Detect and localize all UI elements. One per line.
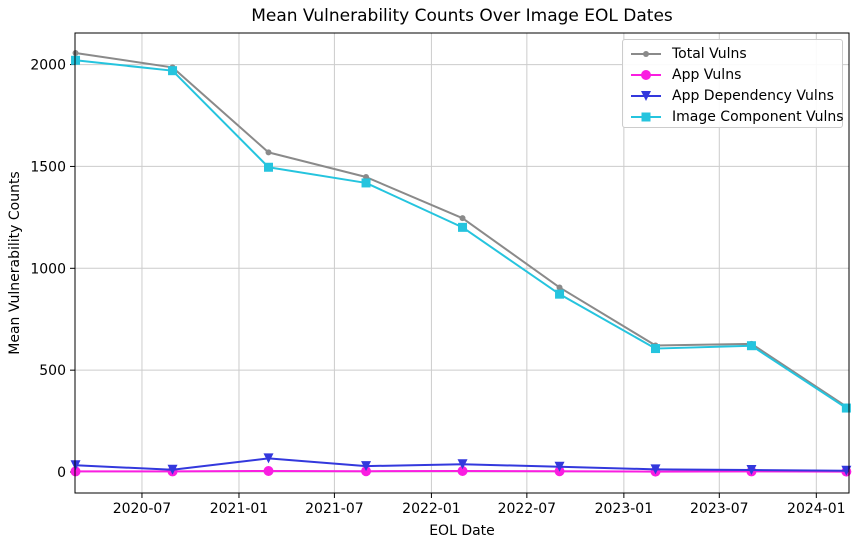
app-vulns-line-icon <box>631 69 661 80</box>
x-tick-label: 2022-01 <box>402 501 461 517</box>
legend-label: App Dependency Vulns <box>672 87 834 104</box>
total-vulns-line-icon <box>631 50 661 57</box>
image-component-vulns-line-icon <box>631 112 661 121</box>
x-tick-label: 2023-01 <box>595 501 654 517</box>
app-dependency-vulns-line-icon <box>631 90 661 101</box>
legend-item-image-component-vulns: Image Component Vulns <box>630 106 844 127</box>
x-axis-label: EOL Date <box>429 523 495 539</box>
legend: Total Vulns App Vulns App Dependency Vul… <box>622 39 844 128</box>
legend-item-app-dependency-vulns: App Dependency Vulns <box>630 85 842 106</box>
y-axis-label: Mean Vulnerability Counts <box>7 171 23 355</box>
legend-label: Image Component Vulns <box>672 108 844 125</box>
y-tick-label: 0 <box>57 465 66 481</box>
x-tick-label: 2022-07 <box>498 501 557 517</box>
series-image-component-vulns <box>71 55 851 413</box>
y-tick-label: 500 <box>39 363 66 379</box>
y-tick-label: 1000 <box>30 261 66 277</box>
legend-label: Total Vulns <box>672 45 747 62</box>
x-tick-label: 2020-07 <box>113 501 172 517</box>
legend-item-app-vulns: App Vulns <box>630 64 842 85</box>
y-tick-label: 1500 <box>30 159 66 175</box>
chart-title: Mean Vulnerability Counts Over Image EOL… <box>251 6 673 26</box>
legend-item-total-vulns: Total Vulns <box>630 43 842 64</box>
x-tick-label: 2021-07 <box>305 501 364 517</box>
x-tick-label: 2021-01 <box>210 501 269 517</box>
legend-label: App Vulns <box>672 66 742 83</box>
x-tick-label: 2024-01 <box>787 501 846 517</box>
x-tick-label: 2023-07 <box>690 501 749 517</box>
y-tick-label: 2000 <box>30 58 66 74</box>
